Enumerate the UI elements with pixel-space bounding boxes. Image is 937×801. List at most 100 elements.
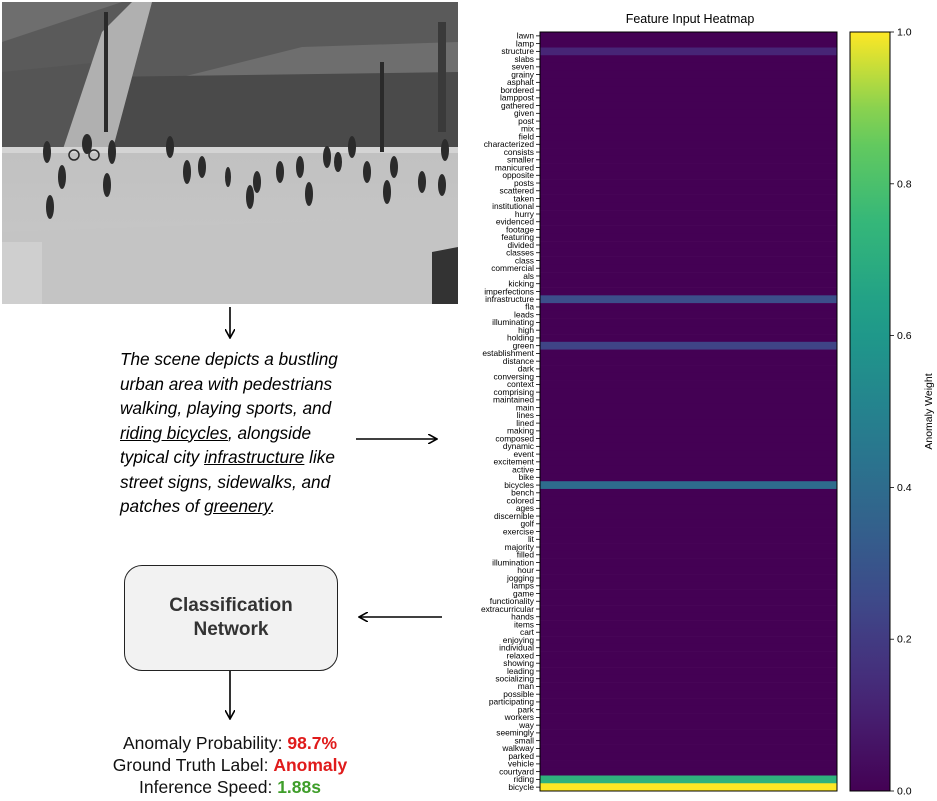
heatmap-row-label: lit (528, 534, 535, 544)
heatmap-cell (540, 186, 837, 195)
heatmap-cell (540, 62, 837, 72)
heatmap-cell (540, 612, 837, 621)
heatmap-cell (540, 334, 837, 343)
colorbar-tick-label: 0.2 (897, 634, 912, 646)
heatmap-cell (540, 597, 837, 606)
heatmap-cell (540, 357, 837, 366)
heatmap-cell (540, 527, 837, 536)
heatmap-row-label: infrastructure (485, 294, 534, 304)
heatmap-row-label: active (512, 464, 534, 474)
heatmap-cell (540, 256, 837, 265)
heatmap-row-label: enjoying (503, 635, 535, 645)
heatmap-row-label: main (516, 402, 534, 412)
ground-truth-line: Ground Truth Label: Anomaly (60, 754, 400, 776)
heatmap-cell (540, 581, 837, 590)
heatmap-cell (540, 419, 837, 428)
heatmap-row-label: man (518, 681, 535, 691)
heatmap-row-label: filled (517, 550, 535, 560)
heatmap-row-label: functionality (490, 596, 535, 606)
heatmap-row-label: vehicle (508, 759, 534, 769)
heatmap-cell (540, 303, 837, 312)
heatmap-row-label: mix (521, 124, 535, 134)
heatmap-cell (540, 465, 837, 474)
inference-speed-label: Inference Speed: (139, 777, 273, 797)
heatmap-cell (540, 690, 837, 699)
heatmap-row-label: high (518, 325, 534, 335)
heatmap-cell (540, 140, 837, 149)
heatmap-row-label: divided (507, 240, 534, 250)
heatmap-cell (540, 519, 837, 528)
heatmap-cell (540, 550, 837, 559)
heatmap-cell (540, 643, 837, 652)
heatmap-cell (540, 318, 837, 327)
anomaly-probability-value: 98.7% (287, 733, 338, 753)
heatmap-row-label: lamppost (500, 93, 535, 103)
heatmap-row-label: items (514, 619, 534, 629)
scene-photo (2, 2, 458, 304)
heatmap-row-label: characterized (484, 139, 535, 149)
heatmap-cell (540, 620, 837, 629)
heatmap-row-label: game (513, 588, 534, 598)
heatmap-cell (540, 248, 837, 257)
heatmap-cell (540, 32, 837, 41)
heatmap-row-label: majority (505, 542, 535, 552)
description-text: The scene depicts a bustling urban area … (120, 349, 338, 418)
heatmap-row-label: leads (514, 309, 534, 319)
heatmap-row-label: consists (504, 147, 534, 157)
heatmap-row-label: bench (511, 488, 534, 498)
heatmap-row-label: establishment (482, 348, 534, 358)
heatmap-row-label: gathered (501, 100, 534, 110)
heatmap-row-label: als (523, 271, 534, 281)
heatmap-row-label: riding (514, 774, 535, 784)
heatmap-frame (539, 31, 838, 792)
heatmap-row-label: conversing (493, 371, 534, 381)
heatmap-cell (540, 310, 837, 319)
heatmap-cell (540, 488, 837, 497)
heatmap-row-label: discernible (494, 511, 534, 521)
heatmap-row-label: slabs (514, 54, 534, 64)
heatmap-row-label: structure (501, 46, 534, 56)
heatmap-row-label: classes (506, 248, 534, 258)
heatmap-cell (540, 163, 837, 172)
heatmap-row-label: jogging (506, 573, 534, 583)
description-keyword: greenery (204, 496, 271, 516)
heatmap-row-label: green (513, 340, 535, 350)
heatmap-row-label: illuminating (492, 317, 534, 327)
heatmap-cell (540, 698, 837, 707)
heatmap-cell (540, 272, 837, 281)
heatmap-row-label: making (507, 426, 534, 436)
heatmap-row-label: featuring (501, 232, 534, 242)
heatmap-cell (540, 736, 837, 745)
heatmap-cell (540, 752, 837, 761)
heatmap-row-label: institutional (492, 201, 534, 211)
heatmap-cell (540, 651, 837, 660)
heatmap-row-label: dark (518, 364, 535, 374)
heatmap-row-label: posts (514, 178, 534, 188)
heatmap-cell (540, 442, 837, 451)
heatmap-row-label: post (518, 116, 535, 126)
scene-description: The scene depicts a bustling urban area … (120, 347, 360, 519)
heatmap-cell (540, 589, 837, 598)
heatmap-row-label: bordered (500, 85, 534, 95)
heatmap-row-label: ages (516, 503, 534, 513)
heatmap-row-label: extracurricular (481, 604, 534, 614)
heatmap-cell (540, 473, 837, 482)
heatmap-row-label: class (515, 255, 534, 265)
heatmap-row-label: fla (525, 302, 534, 312)
heatmap-cell (540, 426, 837, 436)
colorbar-tick-label: 1.0 (897, 28, 912, 39)
classification-network-label: Classification Network (169, 595, 293, 640)
heatmap-cell (540, 496, 837, 505)
heatmap-row-label: opposite (502, 170, 534, 180)
heatmap-row-label: distance (503, 356, 535, 366)
heatmap-cell (540, 457, 837, 467)
heatmap-row-label: holding (507, 333, 534, 343)
heatmap-cell (540, 558, 837, 567)
heatmap-cell (540, 86, 837, 95)
heatmap-cell (540, 636, 837, 645)
heatmap-row-label: small (514, 735, 534, 745)
heatmap-cell (540, 775, 837, 784)
heatmap-cell (540, 481, 837, 490)
heatmap-row-label: scattered (500, 186, 535, 196)
heatmap-row-label: hands (511, 612, 534, 622)
